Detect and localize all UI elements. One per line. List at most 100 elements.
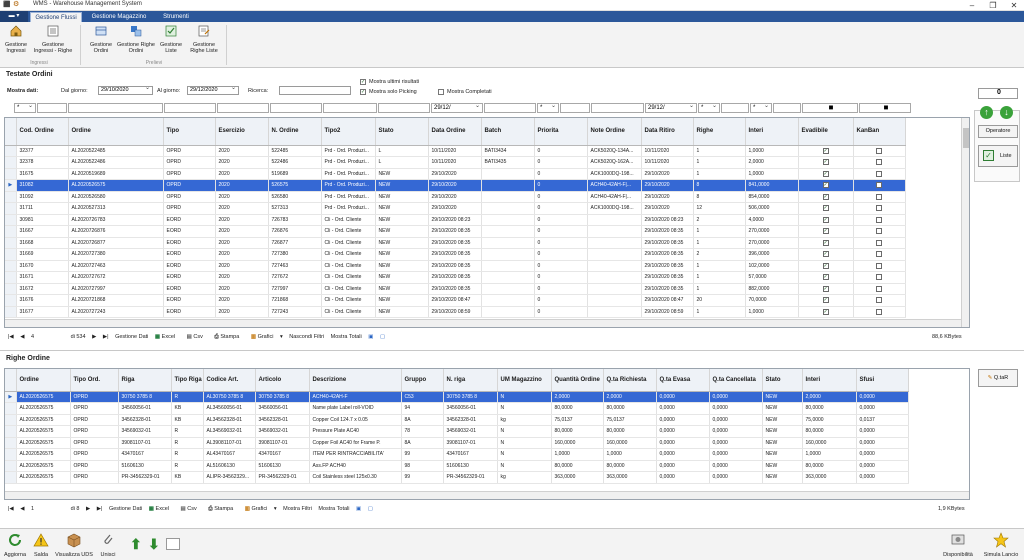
filter-cod-ordine[interactable] [37, 103, 67, 113]
row-indicator[interactable] [5, 294, 17, 307]
table-cell[interactable]: AL34569032-01 [203, 425, 256, 438]
table-cell[interactable]: 2020 [215, 156, 269, 169]
unchecked-checkbox[interactable] [876, 182, 882, 189]
table-cell[interactable]: 32378 [16, 156, 69, 169]
table-cell[interactable]: 29/10/2020 [641, 168, 694, 180]
table-cell[interactable]: 31672 [16, 283, 69, 295]
table-cell[interactable]: 31711 [16, 202, 69, 215]
table-cell[interactable]: Cli - Ord. Cliente [321, 283, 376, 295]
table-cell[interactable]: R [171, 391, 204, 403]
filter-righe[interactable] [721, 103, 749, 113]
table-cell[interactable]: 0,0000 [656, 425, 710, 438]
table-cell[interactable]: 0,0000 [656, 391, 710, 403]
table-cell[interactable]: 1 [693, 283, 746, 295]
table-cell[interactable]: 80,0000 [551, 460, 604, 472]
table-cell[interactable]: 31677 [16, 306, 69, 318]
table-cell[interactable]: 0,0000 [656, 402, 710, 415]
row-indicator[interactable] [5, 248, 17, 261]
table-cell[interactable]: NEW [762, 391, 803, 403]
table-cell-checkbox[interactable]: ✓ [798, 145, 854, 157]
table-cell[interactable]: 160,0000 [603, 437, 657, 449]
table-cell[interactable]: NEW [375, 260, 429, 272]
table-cell[interactable]: Cli - Ord. Cliente [321, 260, 376, 272]
table-cell[interactable]: 29/10/2020 08:47 [641, 294, 694, 307]
table-cell-checkbox[interactable]: ✓ [798, 202, 854, 215]
unchecked-checkbox[interactable] [876, 297, 882, 304]
next-page-icon[interactable]: ▶ [92, 334, 97, 340]
table-cell[interactable] [481, 168, 535, 180]
table-cell[interactable]: 0 [534, 271, 588, 284]
table-cell[interactable]: EORD [163, 214, 216, 226]
table-cell[interactable]: OPRD [163, 179, 216, 192]
table-cell[interactable]: 270,0000 [745, 225, 799, 238]
table-cell[interactable]: 0,0000 [856, 471, 909, 484]
table-cell[interactable]: NEW [375, 306, 429, 318]
table-cell[interactable]: 29/10/2020 08:35 [641, 225, 694, 238]
table-cell[interactable]: AL2020526575 [16, 402, 71, 415]
table-cell[interactable]: OPRD [70, 414, 119, 426]
column-header-gruppo[interactable]: Gruppo [401, 369, 444, 392]
table-row[interactable]: 32378 AL2020522486 OPRD 2020 522486 Prd - Ord… [5, 156, 906, 169]
table-cell[interactable] [587, 294, 642, 307]
table-cell[interactable]: 29/10/2020 08:35 [641, 283, 694, 295]
table-row[interactable]: 31675 AL2020519689 OPRD 2020 519689 Prd - Ord… [5, 168, 906, 180]
close-icon[interactable]: ✕ [1010, 1, 1018, 10]
gestione-ingressi-button[interactable]: Gestione Ingressi [2, 24, 30, 54]
table-cell[interactable]: Cli - Ord. Cliente [321, 271, 376, 284]
table-cell[interactable]: 78 [401, 425, 444, 438]
panel-divider[interactable] [0, 350, 1024, 351]
column-header-interi[interactable]: Interi [802, 369, 857, 392]
row-indicator[interactable] [5, 306, 17, 318]
filter-note-ordine[interactable] [591, 103, 644, 113]
table-cell-checkbox[interactable] [853, 191, 906, 203]
table-cell[interactable]: 1 [693, 168, 746, 180]
grid-settings-icon[interactable]: ▣ [368, 334, 374, 340]
filter-interi-operator[interactable]: * [750, 102, 772, 113]
gestione-liste-button[interactable]: Gestione Liste [157, 24, 185, 54]
table-cell[interactable]: AL2020727997 [68, 283, 164, 295]
table-row[interactable]: 31092 AL2020526580 OPRD 2020 526580 Prd - Ord… [5, 191, 906, 203]
row-indicator[interactable] [5, 168, 17, 180]
table-cell[interactable]: 0,0137 [856, 414, 909, 426]
checked-checkbox[interactable]: ✓ [822, 205, 829, 212]
table-cell[interactable]: 721868 [268, 294, 322, 307]
first-page-icon[interactable]: |◀ [8, 334, 14, 340]
next-page-icon[interactable]: ▶ [85, 506, 91, 512]
table-cell[interactable]: ACH40-42AH-F|... [587, 179, 642, 192]
table-cell[interactable]: Copper Coil 124.7 x 0.05 [309, 414, 402, 426]
table-cell[interactable]: 0,0000 [856, 425, 909, 438]
table-cell[interactable]: 0 [534, 202, 588, 215]
table-cell[interactable]: 2020 [215, 179, 269, 192]
table-cell-checkbox[interactable] [853, 225, 906, 238]
column-header-data-ordine[interactable]: Data Ordine [428, 118, 482, 146]
table-cell[interactable]: 0,0000 [856, 391, 909, 403]
tab-strumenti[interactable]: Strumenti [163, 14, 189, 20]
table-row[interactable]: 31669 AL2020727380 EORD 2020 727380 Cli - Ord… [5, 248, 906, 261]
comment-icon[interactable] [166, 538, 180, 550]
row-indicator[interactable] [5, 214, 17, 226]
filter-stato[interactable] [378, 103, 430, 113]
row-indicator[interactable] [5, 402, 17, 415]
column-header-stato[interactable]: Stato [762, 369, 803, 392]
table-cell[interactable]: 29/10/2020 08:35 [428, 237, 482, 249]
table-cell[interactable]: 1,0000 [745, 145, 799, 157]
table-cell[interactable]: 0,0000 [856, 437, 909, 449]
table-cell[interactable]: 527313 [268, 202, 322, 215]
table-cell-checkbox[interactable] [853, 294, 906, 307]
table-row[interactable]: 31711 AL2020527313 OPRD 2020 527313 Prd - Ord… [5, 202, 906, 215]
table-cell-checkbox[interactable] [853, 271, 906, 284]
table-cell[interactable]: 31671 [16, 271, 69, 284]
table-cell[interactable]: NEW [375, 191, 429, 203]
table-cell[interactable]: Prd - Ord. Produzi... [321, 156, 376, 169]
table-cell[interactable]: N [497, 391, 552, 403]
table-cell[interactable]: EORD [163, 260, 216, 272]
table-cell[interactable]: Ass.FP ACH40 [309, 460, 402, 472]
table-cell[interactable]: 57,0000 [745, 271, 799, 284]
table-cell[interactable]: 30750 3785 8 [118, 391, 172, 403]
row-indicator[interactable] [5, 225, 17, 238]
table-row[interactable]: 31676 AL2020721868 EORD 2020 721868 Cli - Ord… [5, 294, 906, 307]
table-cell-checkbox[interactable] [853, 179, 906, 192]
table-cell[interactable]: BATI3434 [481, 145, 535, 157]
table-cell[interactable]: Cli - Ord. Cliente [321, 225, 376, 238]
table-cell[interactable]: 0 [534, 294, 588, 307]
